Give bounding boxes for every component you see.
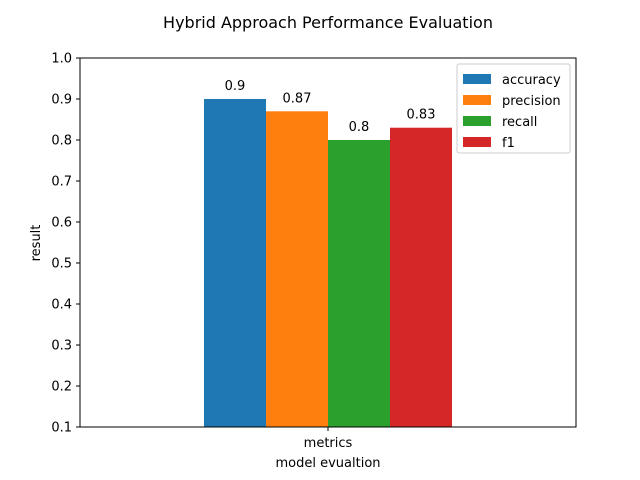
legend: accuracy precision recall f1 — [456, 63, 571, 154]
bars — [204, 99, 452, 428]
y-tick-label: 0.4 — [51, 298, 72, 313]
legend-swatch-recall — [463, 116, 491, 126]
data-labels: 0.9 0.87 0.8 0.83 — [225, 79, 436, 135]
y-tick-label: 0.9 — [51, 93, 72, 108]
legend-frame — [456, 63, 571, 154]
y-tick-label: 0.3 — [51, 339, 72, 354]
legend-label-precision: precision — [502, 94, 561, 109]
bar-f1 — [390, 127, 452, 427]
data-label-precision: 0.87 — [283, 91, 312, 106]
bar-recall — [328, 140, 390, 427]
legend-label-f1: f1 — [502, 136, 515, 151]
y-tick-label: 0.1 — [51, 421, 72, 436]
chart-title: Hybrid Approach Performance Evaluation — [163, 13, 493, 32]
y-tick-label: 0.7 — [51, 175, 72, 190]
bar-accuracy — [204, 99, 266, 427]
y-tick-label: 0.5 — [51, 257, 72, 272]
y-tick-label: 0.6 — [51, 216, 72, 231]
y-tick-label: 0.2 — [51, 380, 72, 395]
data-label-f1: 0.83 — [407, 108, 436, 123]
y-tick-label: 1.0 — [51, 52, 72, 67]
legend-swatch-f1 — [463, 137, 491, 147]
y-tick-label: 0.8 — [51, 134, 72, 149]
bar-precision — [266, 111, 328, 428]
x-tick-label: metrics — [304, 436, 353, 451]
legend-label-recall: recall — [502, 115, 537, 130]
legend-swatch-accuracy — [463, 74, 491, 84]
x-axis-label: model evualtion — [275, 456, 380, 471]
data-label-accuracy: 0.9 — [225, 79, 246, 94]
data-label-recall: 0.8 — [349, 120, 370, 135]
legend-label-accuracy: accuracy — [502, 73, 561, 88]
legend-swatch-precision — [463, 95, 491, 105]
x-axis-ticks: metrics — [304, 427, 353, 451]
y-axis-ticks: 0.1 0.2 0.3 0.4 0.5 0.6 0.7 0.8 0.9 1.0 — [51, 52, 80, 436]
y-axis-label: result — [29, 225, 44, 262]
